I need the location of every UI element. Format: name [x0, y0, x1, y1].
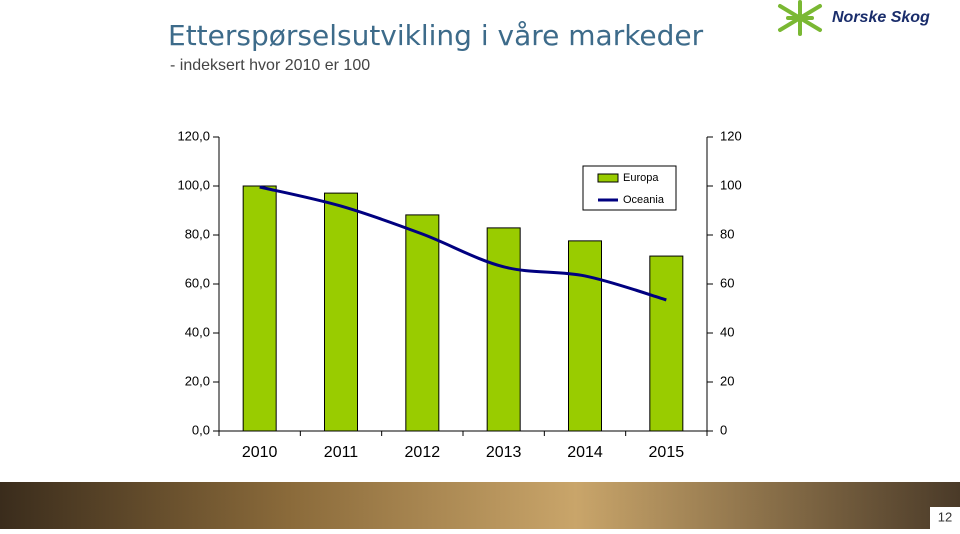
legend-swatch	[597, 173, 619, 183]
slide-subtitle: - indeksert hvor 2010 er 100	[170, 57, 370, 74]
y2-tick-label: 20	[720, 373, 734, 388]
slide-title: Etterspørselsutvikling i våre markeder	[168, 19, 704, 52]
bar	[405, 214, 440, 432]
y-tick-label: 0,0	[192, 422, 210, 437]
x-tick-label: 2014	[567, 444, 603, 461]
bar	[486, 227, 521, 432]
legend-box	[582, 165, 677, 211]
y-tick-label: 60,0	[185, 275, 210, 290]
y2-tick-label: 60	[720, 275, 734, 290]
bar	[324, 192, 358, 432]
logo-text: Norske Skog	[832, 9, 930, 26]
x-tick-label: 2015	[649, 444, 685, 461]
x-tick-label: 2013	[486, 444, 522, 461]
y2-tick-label: 40	[720, 324, 734, 339]
bar	[649, 255, 684, 432]
bar	[242, 185, 277, 432]
x-tick-label: 2010	[242, 444, 278, 461]
page-number-box	[930, 507, 960, 529]
footer-band	[0, 482, 960, 529]
x-tick-label: 2012	[405, 444, 441, 461]
y2-tick-label: 100	[720, 177, 742, 192]
legend-label: Europa	[623, 172, 659, 184]
y2-tick-label: 80	[720, 226, 734, 241]
bar	[568, 240, 602, 432]
legend-label: Oceania	[623, 194, 665, 206]
page-number: 12	[938, 509, 952, 524]
logo-icon	[778, 0, 822, 36]
y-tick-label: 40,0	[185, 324, 210, 339]
y2-tick-label: 120	[720, 128, 742, 143]
y-tick-label: 100,0	[177, 177, 210, 192]
x-tick-label: 2011	[324, 444, 359, 461]
y2-tick-label: 0	[720, 422, 727, 437]
y-tick-label: 20,0	[185, 373, 210, 388]
y-tick-label: 80,0	[185, 226, 210, 241]
y-tick-label: 120,0	[177, 128, 210, 143]
line	[259, 185, 667, 302]
